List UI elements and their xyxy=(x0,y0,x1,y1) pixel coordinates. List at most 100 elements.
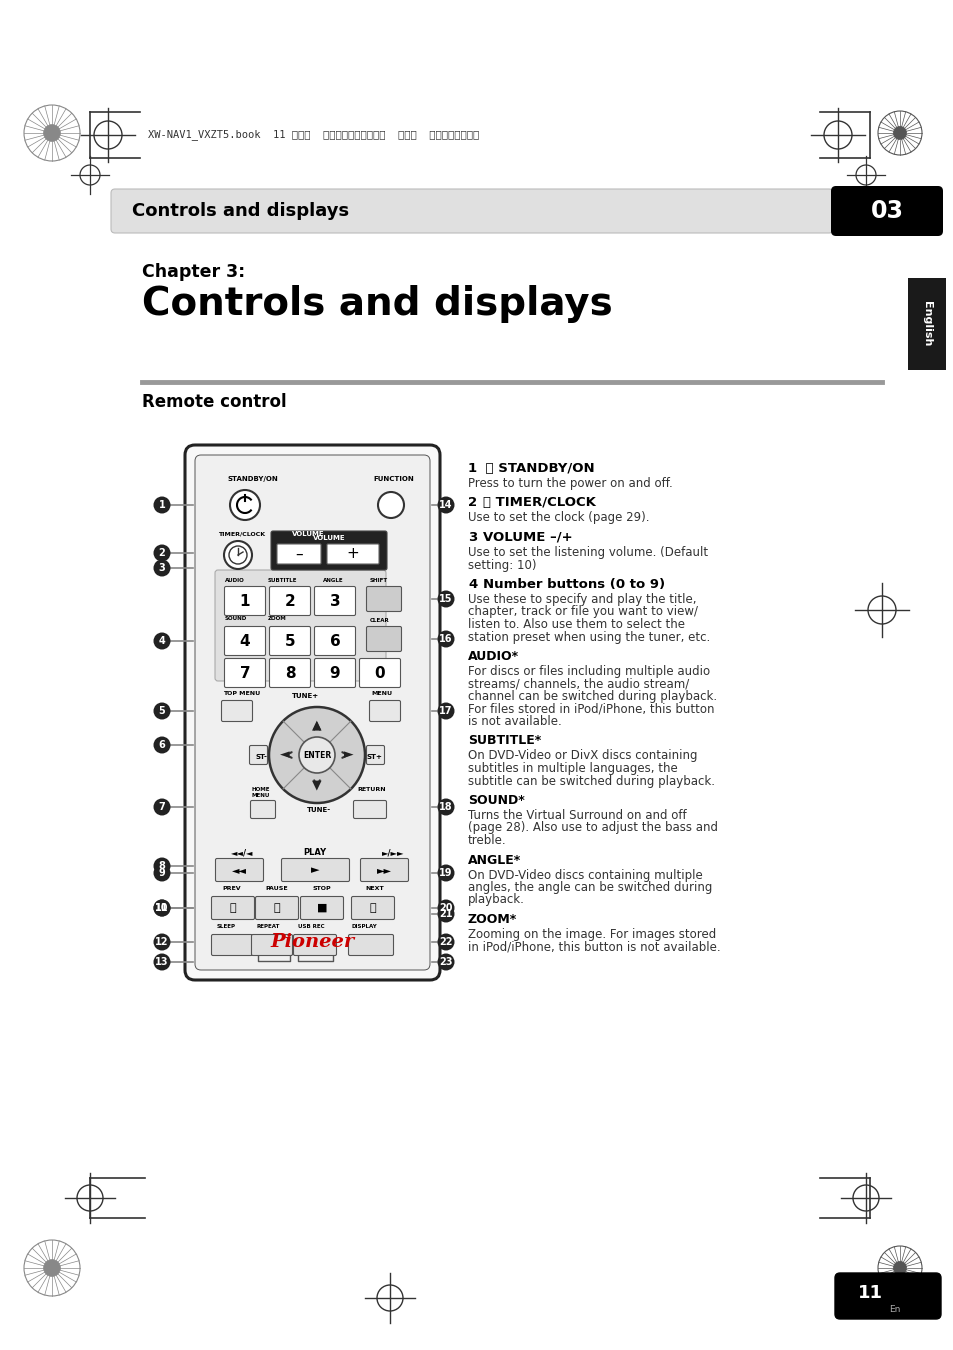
Text: ▼: ▼ xyxy=(312,779,321,791)
Text: ■: ■ xyxy=(316,903,327,913)
FancyBboxPatch shape xyxy=(221,701,253,721)
Text: 1: 1 xyxy=(158,500,165,510)
FancyBboxPatch shape xyxy=(224,659,265,687)
FancyBboxPatch shape xyxy=(269,586,310,616)
FancyBboxPatch shape xyxy=(212,934,253,956)
Text: TOP MENU: TOP MENU xyxy=(223,691,260,697)
Text: ZOOM*: ZOOM* xyxy=(468,913,517,926)
Circle shape xyxy=(269,707,365,803)
Text: Controls and displays: Controls and displays xyxy=(132,202,349,220)
Text: 16: 16 xyxy=(438,634,453,644)
Text: ⌚ STANDBY/ON: ⌚ STANDBY/ON xyxy=(482,462,594,475)
Text: chapter, track or file you want to view/: chapter, track or file you want to view/ xyxy=(468,606,698,618)
Circle shape xyxy=(224,541,252,568)
Text: 8: 8 xyxy=(158,861,165,871)
Text: Chapter 3:: Chapter 3: xyxy=(142,263,245,281)
Text: ST-: ST- xyxy=(254,755,267,760)
FancyBboxPatch shape xyxy=(834,1273,940,1319)
FancyBboxPatch shape xyxy=(269,626,310,656)
Text: 1: 1 xyxy=(468,462,476,475)
Text: ◄◄: ◄◄ xyxy=(232,865,247,875)
Text: XW-NAV1_VXZT5.book  11 ページ  ２０１０年５月１４日  金曜日  午前１０時３８分: XW-NAV1_VXZT5.book 11 ページ ２０１０年５月１４日 金曜日… xyxy=(148,130,478,140)
Text: Use to set the clock (page 29).: Use to set the clock (page 29). xyxy=(468,512,649,525)
Text: MENU: MENU xyxy=(371,691,392,697)
FancyBboxPatch shape xyxy=(250,745,267,764)
FancyBboxPatch shape xyxy=(360,859,408,882)
Text: ⌛ TIMER/CLOCK: ⌛ TIMER/CLOCK xyxy=(482,497,596,509)
Circle shape xyxy=(44,1260,60,1276)
Text: 5: 5 xyxy=(158,706,165,716)
Text: Use these to specify and play the title,: Use these to specify and play the title, xyxy=(468,593,696,606)
Text: SOUND: SOUND xyxy=(225,616,247,621)
Text: Pioneer: Pioneer xyxy=(270,933,355,950)
Circle shape xyxy=(229,545,247,564)
Text: +: + xyxy=(346,547,359,562)
Text: SHIFT: SHIFT xyxy=(370,578,388,583)
Text: CLEAR: CLEAR xyxy=(370,618,390,622)
FancyBboxPatch shape xyxy=(351,896,395,919)
Text: En: En xyxy=(888,1305,900,1314)
Text: 13: 13 xyxy=(155,957,169,967)
Text: treble.: treble. xyxy=(468,834,506,846)
Text: ANGLE*: ANGLE* xyxy=(468,853,520,867)
Text: 12: 12 xyxy=(155,937,169,946)
Text: SOUND*: SOUND* xyxy=(468,794,524,807)
Circle shape xyxy=(153,899,171,917)
Text: STOP: STOP xyxy=(313,886,331,891)
FancyBboxPatch shape xyxy=(314,586,355,616)
Text: On DVD-Video or DivX discs containing: On DVD-Video or DivX discs containing xyxy=(468,749,697,763)
Text: ►: ► xyxy=(344,748,354,761)
Text: AUDIO: AUDIO xyxy=(225,578,245,583)
FancyBboxPatch shape xyxy=(830,186,942,236)
Text: AUDIO*: AUDIO* xyxy=(468,649,518,663)
FancyBboxPatch shape xyxy=(185,446,439,980)
FancyBboxPatch shape xyxy=(212,896,254,919)
Text: subtitles in multiple languages, the: subtitles in multiple languages, the xyxy=(468,761,677,775)
Text: ◄◄/◄: ◄◄/◄ xyxy=(231,848,253,857)
Text: Number buttons (0 to 9): Number buttons (0 to 9) xyxy=(482,578,664,591)
Text: 9: 9 xyxy=(330,666,340,680)
Circle shape xyxy=(44,124,60,142)
Text: DISPLAY: DISPLAY xyxy=(352,923,377,929)
Text: Zooming on the image. For images stored: Zooming on the image. For images stored xyxy=(468,927,716,941)
Text: 23: 23 xyxy=(438,957,453,967)
FancyBboxPatch shape xyxy=(251,801,275,818)
FancyBboxPatch shape xyxy=(314,626,355,656)
FancyBboxPatch shape xyxy=(194,455,430,971)
Text: VOLUME: VOLUME xyxy=(292,531,324,537)
Circle shape xyxy=(298,737,335,774)
FancyBboxPatch shape xyxy=(255,896,298,919)
Text: SUBTITLE: SUBTITLE xyxy=(268,578,297,583)
Circle shape xyxy=(153,544,171,562)
Text: streams/ channels, the audio stream/: streams/ channels, the audio stream/ xyxy=(468,678,688,690)
Text: For files stored in iPod/iPhone, this button: For files stored in iPod/iPhone, this bu… xyxy=(468,702,714,716)
FancyBboxPatch shape xyxy=(111,189,832,234)
FancyBboxPatch shape xyxy=(369,701,400,721)
Text: 18: 18 xyxy=(438,802,453,811)
Text: is not available.: is not available. xyxy=(468,716,561,728)
Text: English: English xyxy=(921,301,931,347)
Text: subtitle can be switched during playback.: subtitle can be switched during playback… xyxy=(468,775,714,787)
Text: setting: 10): setting: 10) xyxy=(468,559,536,571)
Text: Press to turn the power on and off.: Press to turn the power on and off. xyxy=(468,477,672,490)
Circle shape xyxy=(437,497,454,513)
Text: 20: 20 xyxy=(438,903,453,913)
Text: ►►: ►► xyxy=(376,865,392,875)
Circle shape xyxy=(377,491,403,518)
FancyBboxPatch shape xyxy=(354,801,386,818)
Text: 10: 10 xyxy=(155,903,169,913)
Text: ⏸: ⏸ xyxy=(274,903,280,913)
Text: 6: 6 xyxy=(330,633,340,648)
Text: 11: 11 xyxy=(155,903,169,913)
Text: TIMER/CLOCK: TIMER/CLOCK xyxy=(218,531,265,536)
Circle shape xyxy=(437,953,454,971)
Circle shape xyxy=(230,490,260,520)
Text: SUBTITLE*: SUBTITLE* xyxy=(468,734,540,748)
Text: ►: ► xyxy=(311,865,319,875)
Text: 3: 3 xyxy=(158,563,165,572)
Text: TUNE+: TUNE+ xyxy=(291,693,318,699)
Circle shape xyxy=(153,899,171,917)
Text: angles, the angle can be switched during: angles, the angle can be switched during xyxy=(468,882,712,894)
Text: 03: 03 xyxy=(869,198,902,223)
Text: 8: 8 xyxy=(284,666,295,680)
